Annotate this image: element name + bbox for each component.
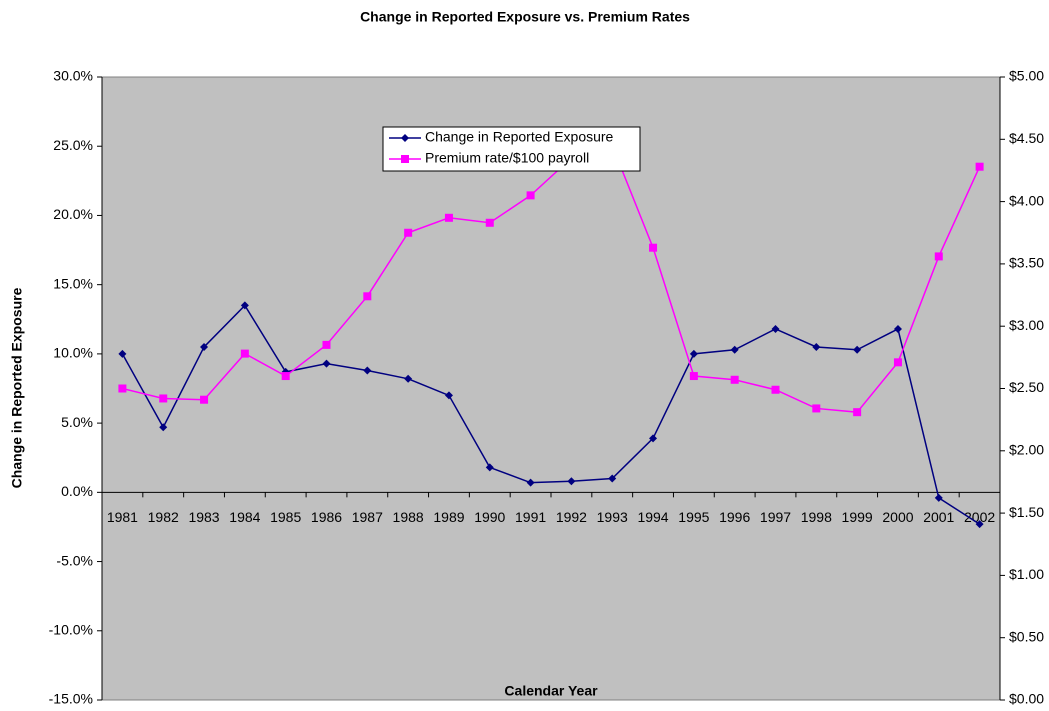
x-tick-label: 1983 xyxy=(188,509,219,525)
series-line xyxy=(121,304,980,525)
x-tick-label: 1998 xyxy=(801,509,832,525)
legend-marker xyxy=(401,155,409,163)
y2-tick-label: $2.00 xyxy=(1009,442,1044,458)
y-tick-label: 15.0% xyxy=(53,275,93,291)
y-axis-label: Change in Reported Exposure xyxy=(9,287,25,488)
point xyxy=(200,342,209,351)
x-tick-label: 2000 xyxy=(882,509,913,525)
point xyxy=(893,324,902,333)
point xyxy=(975,520,984,529)
x-tick-label: 1989 xyxy=(433,509,464,525)
point xyxy=(118,349,127,358)
point xyxy=(608,474,617,483)
point xyxy=(934,493,943,502)
x-tick-label: 1981 xyxy=(107,509,138,525)
point xyxy=(730,375,739,384)
point xyxy=(118,384,127,393)
y-tick-label: 30.0% xyxy=(53,68,93,84)
point xyxy=(526,478,535,487)
y-tick-label: 20.0% xyxy=(53,206,93,222)
y2-tick-label: $3.50 xyxy=(1009,255,1044,271)
y-tick-label: -15.0% xyxy=(49,691,93,706)
point xyxy=(485,218,494,227)
legend-box xyxy=(382,126,641,172)
x-tick-label: 1992 xyxy=(556,509,587,525)
y2-tick-label: $5.00 xyxy=(1009,68,1044,84)
point xyxy=(730,345,739,354)
point xyxy=(404,374,413,383)
point xyxy=(853,345,862,354)
point xyxy=(689,372,698,381)
x-tick-label: 2002 xyxy=(964,509,995,525)
x-tick-label: 1986 xyxy=(311,509,342,525)
point xyxy=(812,342,821,351)
point xyxy=(444,213,453,222)
y-tick-label: 0.0% xyxy=(61,483,93,499)
point xyxy=(526,191,535,200)
point xyxy=(363,366,372,375)
point xyxy=(567,477,576,486)
point xyxy=(240,349,249,358)
x-tick-label: 1987 xyxy=(352,509,383,525)
y2-tick-label: $1.50 xyxy=(1009,504,1044,520)
x-tick-label: 1999 xyxy=(842,509,873,525)
point xyxy=(240,301,249,310)
y2-tick-label: $0.00 xyxy=(1009,691,1044,706)
point xyxy=(812,404,821,413)
y-tick-label: -10.0% xyxy=(49,621,93,637)
y-tick-label: 10.0% xyxy=(53,345,93,361)
point xyxy=(649,434,658,443)
x-tick-label: 1988 xyxy=(393,509,424,525)
y-tick-label: -5.0% xyxy=(56,552,93,568)
legend-marker xyxy=(401,134,409,142)
x-tick-label: 1991 xyxy=(515,509,546,525)
point xyxy=(322,340,331,349)
series-line xyxy=(122,144,981,413)
y2-tick-label: $3.00 xyxy=(1009,317,1044,333)
y2-tick-label: $4.00 xyxy=(1009,192,1044,208)
y2-tick-label: $0.50 xyxy=(1009,628,1044,644)
x-tick-label: 1997 xyxy=(760,509,791,525)
x-tick-label: 1990 xyxy=(474,509,505,525)
point xyxy=(444,391,453,400)
legend-label: Change in Reported Exposure xyxy=(425,129,614,145)
x-tick-label: 1993 xyxy=(597,509,628,525)
point xyxy=(771,385,780,394)
x-tick-label: 1995 xyxy=(678,509,709,525)
point xyxy=(649,243,658,252)
chart-title: Change in Reported Exposure vs. Premium … xyxy=(360,9,690,25)
x-tick-label: 1994 xyxy=(637,509,668,525)
point xyxy=(159,394,168,403)
point xyxy=(975,162,984,171)
y2-tick-label: $2.50 xyxy=(1009,379,1044,395)
y2-tick-label: $1.00 xyxy=(1009,566,1044,582)
x-axis-label: Calendar Year xyxy=(504,683,598,699)
point xyxy=(281,372,290,381)
y-tick-label: 25.0% xyxy=(53,137,93,153)
point xyxy=(404,228,413,237)
point xyxy=(363,292,372,301)
point xyxy=(159,423,168,432)
point xyxy=(853,408,862,417)
x-tick-label: 1982 xyxy=(148,509,179,525)
point xyxy=(485,463,494,472)
x-tick-label: 1984 xyxy=(229,509,260,525)
point xyxy=(322,359,331,368)
y2-tick-label: $4.50 xyxy=(1009,130,1044,146)
point xyxy=(934,252,943,261)
y-tick-label: 5.0% xyxy=(61,414,93,430)
x-tick-label: 1985 xyxy=(270,509,301,525)
plot-area xyxy=(101,76,1001,701)
point xyxy=(771,324,780,333)
point xyxy=(893,358,902,367)
point xyxy=(200,395,209,404)
x-tick-label: 2001 xyxy=(923,509,954,525)
x-tick-label: 1996 xyxy=(719,509,750,525)
point xyxy=(689,349,698,358)
legend-label: Premium rate/$100 payroll xyxy=(425,150,589,166)
